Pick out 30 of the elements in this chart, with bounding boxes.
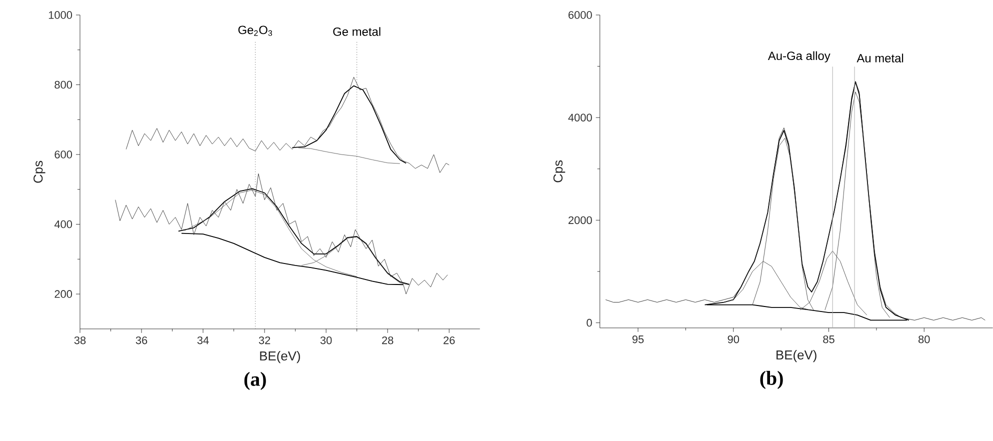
text: (a) xyxy=(244,372,266,390)
x-tick-label: 36 xyxy=(136,336,148,344)
y-tick-label: 0 xyxy=(586,318,592,327)
x-axis-title: BE(eV) xyxy=(260,351,300,364)
x-tick-label: 34 xyxy=(197,336,209,344)
y-tick-label: 800 xyxy=(54,80,72,89)
ref-line-label: Ge$_{2}$O$_{3}$ xyxy=(238,26,272,36)
y-axis-title: Cps xyxy=(553,160,566,182)
x-tick-label: 90 xyxy=(728,335,740,344)
ref-line-label: Au-Ga alloy xyxy=(768,51,830,62)
x-tick-label: 28 xyxy=(382,336,394,344)
y-tick-label: 200 xyxy=(54,290,72,298)
x-tick-label: 32 xyxy=(258,336,270,344)
x-tick-label: 30 xyxy=(320,336,332,344)
ref-line-label: Ge metal xyxy=(333,27,380,36)
y-tick-label: 4000 xyxy=(568,114,592,122)
y-tick-label: 2000 xyxy=(568,216,592,224)
x-tick-label: 80 xyxy=(918,335,930,344)
y-axis-title: Cps xyxy=(34,160,46,183)
x-tick-label: 95 xyxy=(632,335,644,344)
y-tick-label: 600 xyxy=(54,150,72,158)
x-tick-label: 38 xyxy=(74,336,86,344)
x-axis-title: BE(eV) xyxy=(776,350,816,362)
x-tick-label: 85 xyxy=(823,335,834,344)
y-tick-label: 6000 xyxy=(568,11,592,19)
ref-line-label: Au metal xyxy=(856,54,904,62)
text: (b) xyxy=(760,370,783,390)
x-tick-label: 26 xyxy=(444,336,455,344)
y-tick-label: 400 xyxy=(54,220,72,228)
y-tick-label: 1000 xyxy=(48,11,72,19)
